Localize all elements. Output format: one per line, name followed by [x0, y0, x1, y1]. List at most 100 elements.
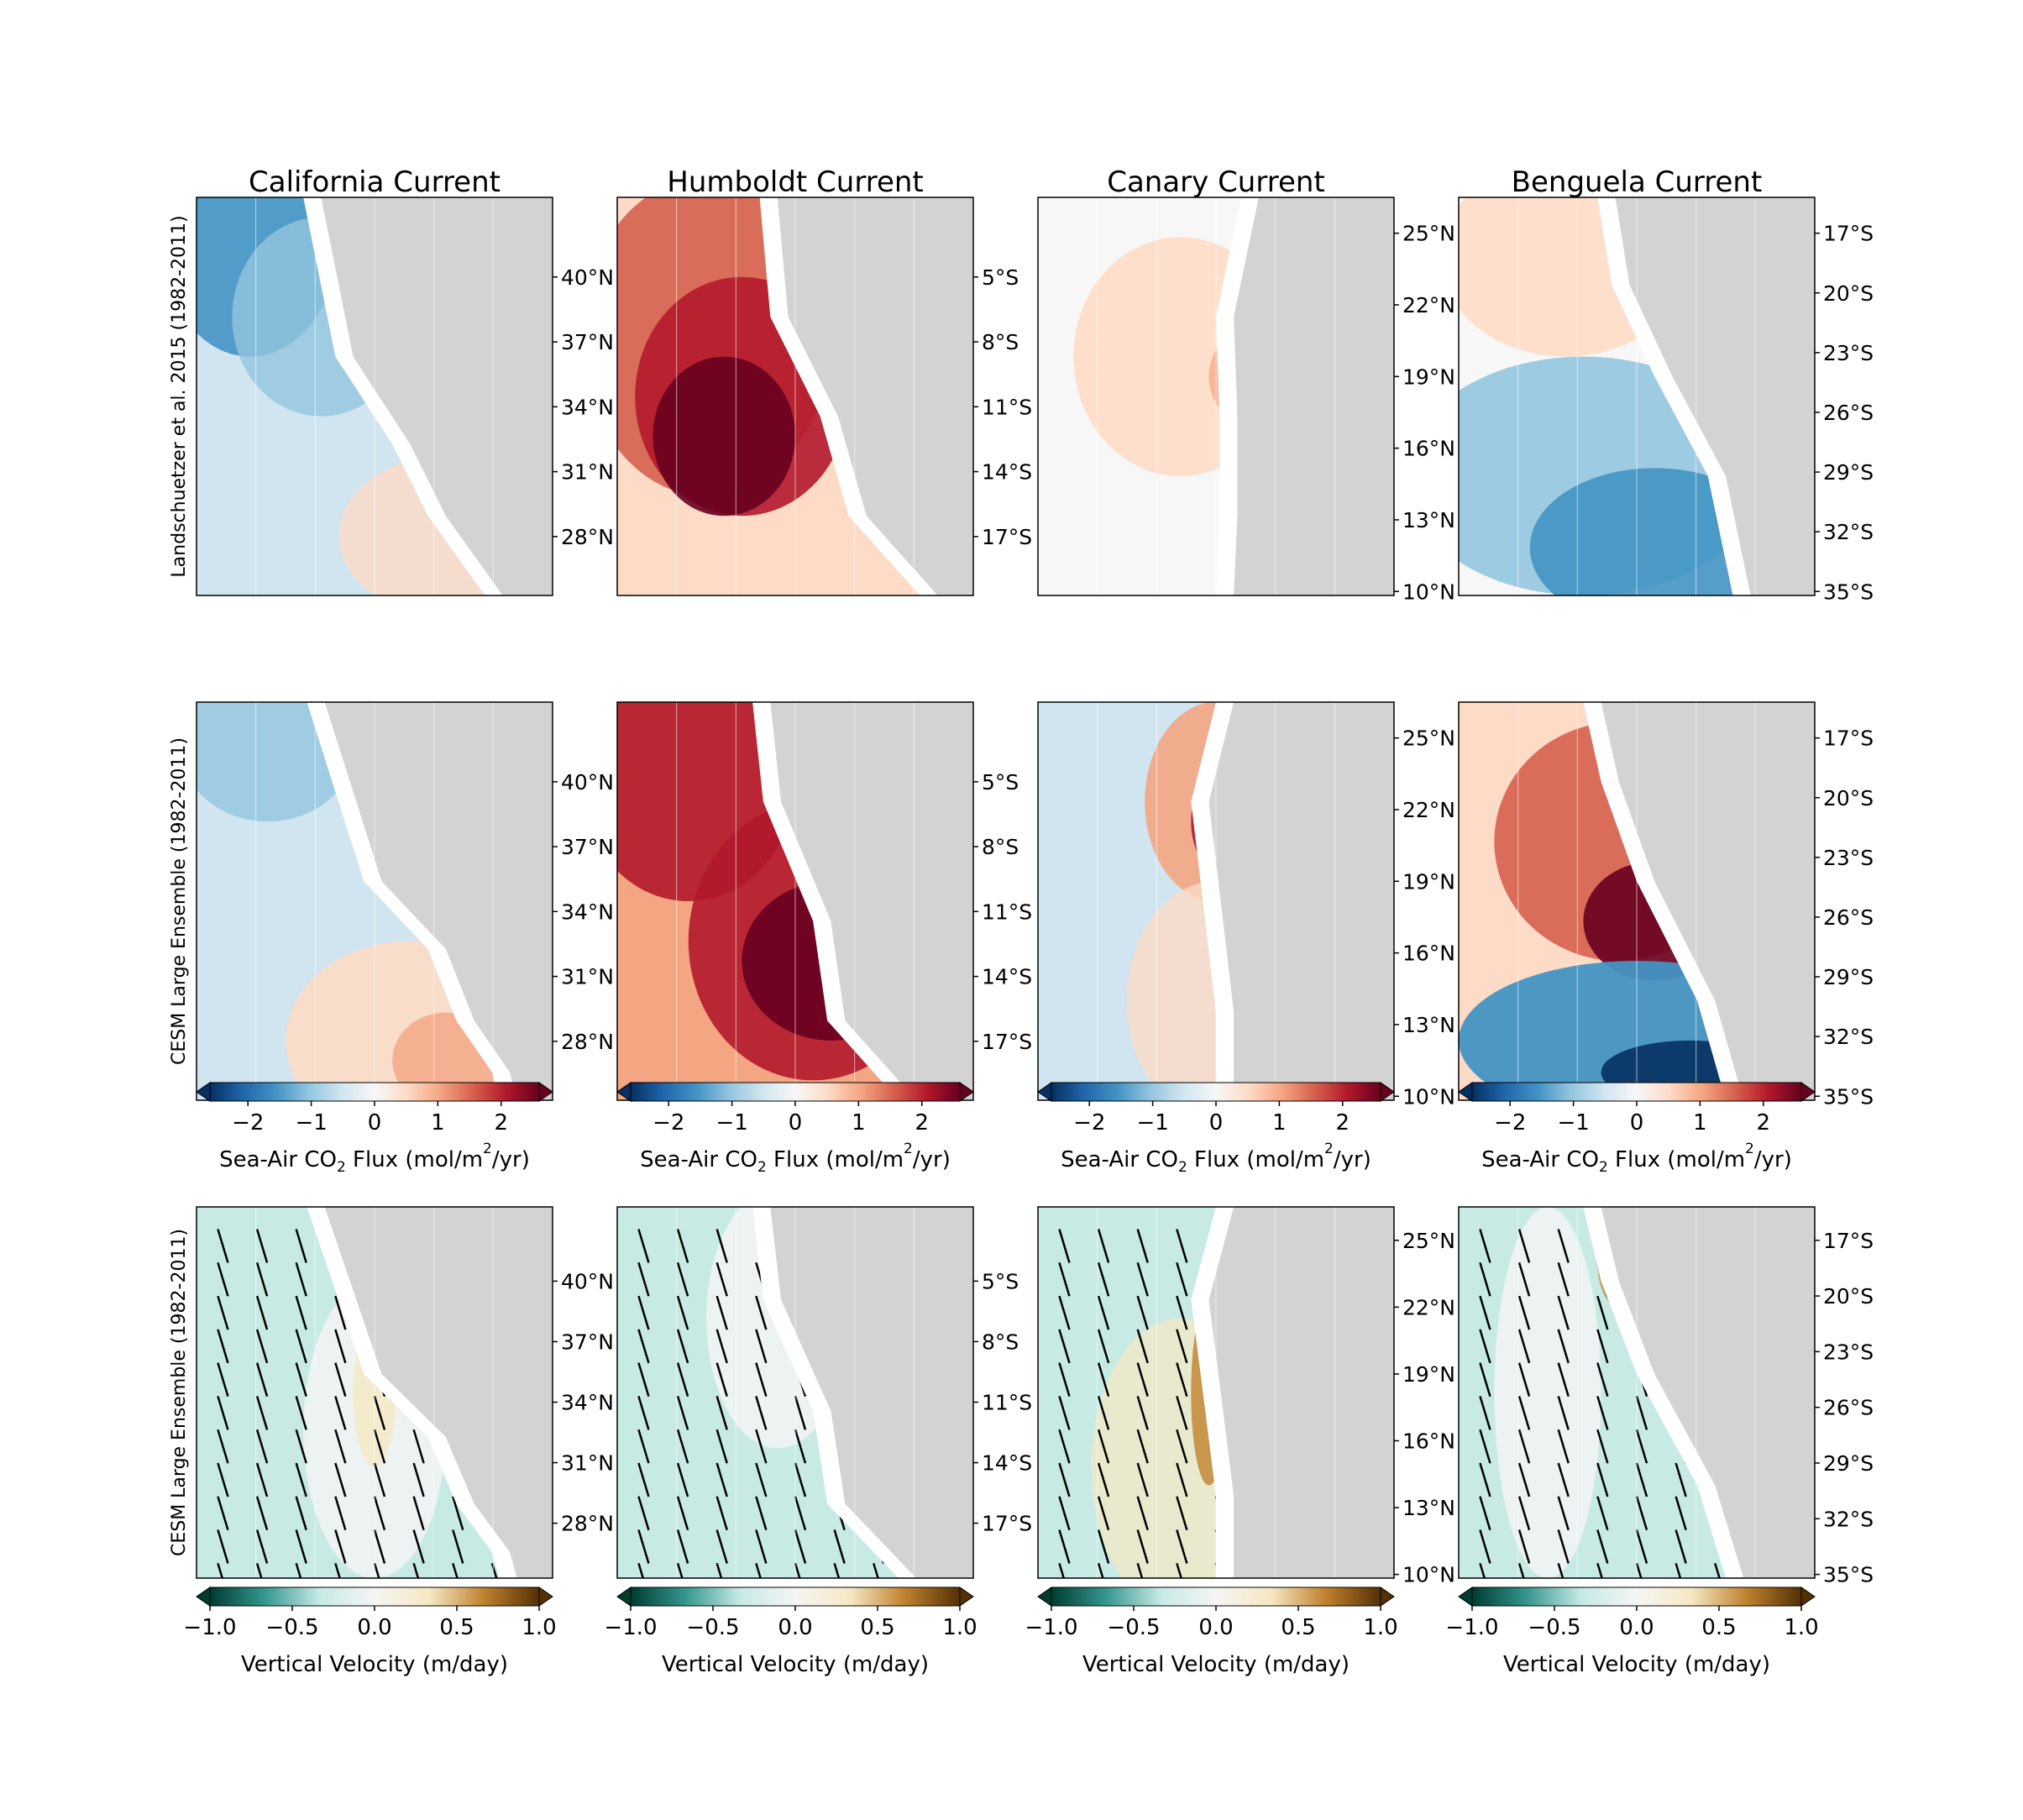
lat-tick-label: 37°N [561, 1330, 614, 1354]
colorbar-tick-label: 0.5 [1701, 1615, 1736, 1640]
colorbar-tick-label: 0.0 [1198, 1615, 1233, 1640]
velocity-arrow [1557, 1429, 1570, 1464]
velocity-arrow [1136, 1429, 1149, 1464]
field-contour [1494, 1207, 1601, 1578]
panel-r1-c2 [616, 197, 978, 596]
lat-tick-label: 34°N [561, 900, 614, 924]
velocity-arrow [676, 1496, 689, 1531]
velocity-arrow [1557, 1462, 1570, 1497]
velocity-arrow [1517, 1229, 1531, 1263]
velocity-arrow [255, 1396, 269, 1430]
panel-r2-c1 [196, 701, 558, 1101]
velocity-arrow [1557, 1295, 1570, 1330]
lat-tick-label: 31°N [561, 1451, 614, 1476]
velocity-arrow [794, 1462, 807, 1497]
velocity-arrow [217, 1229, 229, 1263]
velocity-arrow [334, 1496, 347, 1531]
colorbar-tick-label: −1.0 [183, 1615, 236, 1640]
velocity-arrow [676, 1462, 689, 1497]
panel-frame [616, 197, 974, 596]
velocity-arrow [637, 1396, 650, 1430]
velocity-arrow [676, 1396, 689, 1430]
velocity-arrow [794, 1496, 807, 1531]
velocity-arrow [295, 1362, 307, 1397]
velocity-arrow [794, 1529, 807, 1564]
velocity-arrow [373, 1462, 386, 1497]
colorbar-tick-label: 1 [1272, 1110, 1287, 1136]
velocity-arrow [1517, 1429, 1531, 1464]
colorbar-tick-label: −1 [295, 1110, 327, 1136]
lat-tick-label: 13°N [1402, 508, 1455, 532]
colorbar-tick-label: 0.5 [860, 1615, 894, 1640]
velocity-arrow [1058, 1329, 1071, 1364]
velocity-arrow [217, 1261, 229, 1297]
lat-tick-label: 5°S [982, 265, 1019, 290]
velocity-arrow [1479, 1261, 1491, 1297]
land-mask [1208, 702, 1394, 1100]
lat-tick-label: 25°N [1402, 222, 1455, 246]
panel-r3-c1 [196, 1206, 558, 1579]
colorbar-tick-label: 0.0 [357, 1615, 391, 1640]
colorbar-gradient [209, 1587, 540, 1607]
lat-tick-label: 32°S [1823, 1507, 1874, 1531]
panel-r1-c1 [196, 197, 558, 596]
colorbar-tick-label: −1 [1136, 1110, 1168, 1136]
colorbar-label: Sea-Air CO2 Flux (mol/m2/yr) [640, 1141, 951, 1176]
colorbar-tick-label: −2 [1073, 1110, 1105, 1136]
velocity-arrow [1097, 1229, 1110, 1263]
lat-tick-label: 28°N [561, 525, 614, 549]
velocity-arrow [1097, 1562, 1104, 1578]
lat-tick-label: 17°S [1823, 1229, 1874, 1253]
velocity-arrow [1674, 1529, 1687, 1564]
velocity-arrow [1635, 1562, 1643, 1578]
velocity-arrow [676, 1429, 689, 1464]
velocity-arrow [1136, 1295, 1149, 1330]
velocity-arrow [1058, 1562, 1066, 1578]
velocity-arrow [1058, 1429, 1071, 1464]
lat-tick-label: 34°N [561, 395, 614, 419]
colorbar-tick-label: 1.0 [1784, 1615, 1818, 1640]
colorbar-gradient [630, 1082, 961, 1102]
colorbar-tick-label: −1 [1557, 1110, 1589, 1136]
velocity-arrow [715, 1396, 728, 1430]
lat-tick-label: 5°S [982, 770, 1019, 795]
velocity-arrow [1176, 1529, 1188, 1564]
velocity-arrow [1517, 1529, 1531, 1564]
colorbar-tick-label: 0.0 [778, 1615, 812, 1640]
velocity-arrow [1479, 1496, 1491, 1531]
velocity-colorbar-2: −1.0 −0.5 0.0 0.5 1.0 Vertical Velocity (m/da… [604, 1587, 977, 1677]
velocity-arrow [412, 1462, 425, 1497]
flux-colorbar-2: −2 −1 0 1 2 Sea-Air CO2 Flux (mol/m2/yr) [616, 1082, 974, 1176]
lat-tick-label: 29°S [1823, 965, 1874, 989]
lat-tick-label: 22°N [1402, 798, 1455, 822]
flux-colorbar-4: −2 −1 0 1 2 Sea-Air CO2 Flux (mol/m2/yr) [1458, 1082, 1816, 1176]
velocity-arrow [295, 1295, 307, 1330]
velocity-arrow [715, 1329, 728, 1364]
panel-r2-c4 [1458, 701, 1820, 1101]
lat-tick-label: 35°S [1823, 1563, 1874, 1587]
velocity-arrow [715, 1295, 728, 1330]
panel-frame [1037, 197, 1395, 596]
velocity-arrow [715, 1529, 728, 1564]
lat-tick-label: 26°S [1823, 1396, 1874, 1420]
velocity-arrow [1176, 1462, 1188, 1497]
lat-tick-label: 40°N [561, 1269, 614, 1293]
velocity-arrow [1596, 1396, 1609, 1430]
velocity-arrow [1557, 1261, 1570, 1297]
velocity-arrow [676, 1529, 689, 1564]
colorbar-tick-label: 0.5 [1281, 1615, 1315, 1640]
velocity-arrow [755, 1396, 768, 1430]
land-mask [324, 702, 553, 1100]
colorbar-gradient [1051, 1587, 1381, 1607]
velocity-arrow [1596, 1529, 1609, 1564]
velocity-arrow [1517, 1295, 1531, 1330]
velocity-arrow [255, 1329, 269, 1364]
lat-tick-label: 25°N [1402, 726, 1455, 751]
lat-tick-label: 23°S [1823, 1340, 1874, 1364]
velocity-arrow [1635, 1462, 1648, 1497]
colorbar-label: Vertical Velocity (m/day) [241, 1652, 508, 1677]
velocity-arrow [1176, 1362, 1188, 1397]
colorbar-tick-label: 0 [789, 1110, 803, 1136]
colorbar-gradient [1471, 1587, 1802, 1607]
velocity-arrow [755, 1295, 768, 1330]
